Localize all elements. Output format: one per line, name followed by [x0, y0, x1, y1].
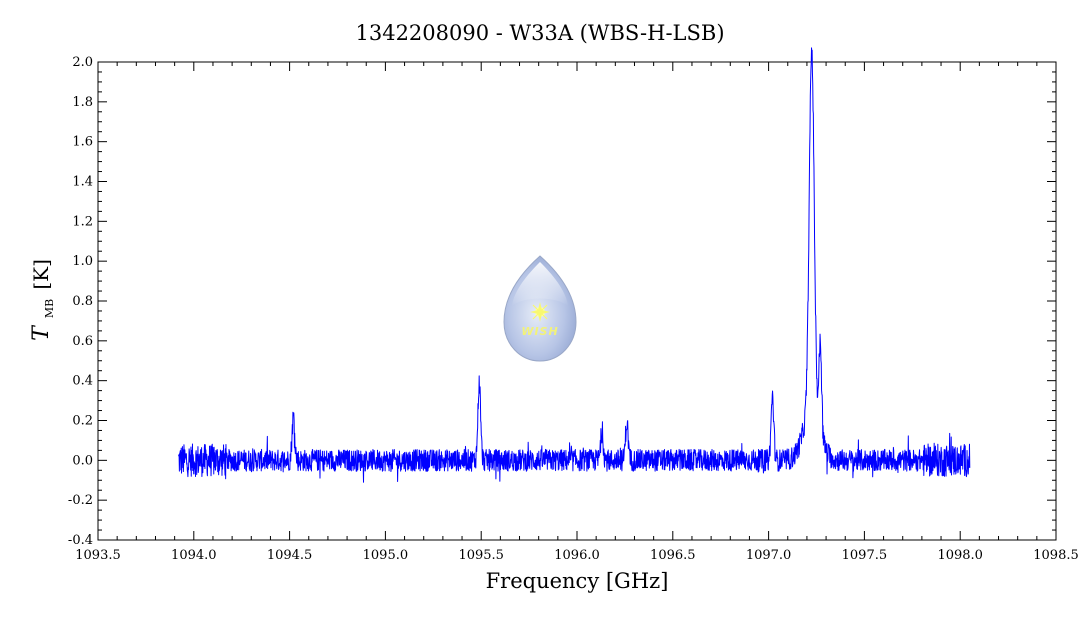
x-tick-label: 1095.0	[363, 548, 409, 563]
y-tick-label: 1.6	[72, 135, 93, 150]
y-tick-label: 2.0	[72, 55, 93, 70]
x-tick-label: 1095.5	[458, 548, 504, 563]
y-tick-label: 0.2	[72, 414, 93, 429]
y-tick-label: 1.0	[72, 254, 93, 269]
logo-text: WISH	[521, 325, 558, 338]
x-tick-label: 1097.0	[746, 548, 792, 563]
x-tick-label: 1094.0	[171, 548, 217, 563]
x-tick-label: 1096.5	[650, 548, 696, 563]
series-group	[178, 47, 971, 483]
x-tick-label: 1098.0	[937, 548, 983, 563]
x-axis-label: Frequency [GHz]	[486, 569, 669, 593]
y-tick-label: 0.6	[72, 334, 93, 349]
y-tick-label: 1.4	[72, 175, 93, 190]
y-axis-label-unit: [K]	[29, 259, 53, 290]
y-tick-label: 0.0	[72, 453, 93, 468]
plot-frame	[97, 61, 1057, 541]
x-tick-label: 1094.5	[267, 548, 313, 563]
x-tick-label: 1098.5	[1033, 548, 1079, 563]
chart-title: 1342208090 - W33A (WBS-H-LSB)	[355, 21, 724, 45]
svg-text:T MB [K]: T MB [K]	[29, 259, 57, 341]
wish-logo: WISH	[503, 255, 577, 362]
y-axis-label: T MB [K]	[29, 259, 57, 341]
x-tick-label: 1093.5	[75, 548, 121, 563]
y-axis-ticks	[98, 61, 1056, 541]
y-tick-label: 1.2	[72, 214, 93, 229]
y-tick-label: 1.8	[72, 95, 93, 110]
y-axis-label-symbol: T	[29, 324, 54, 341]
y-tick-label: 0.4	[72, 374, 93, 389]
star-icon	[530, 302, 550, 322]
y-tick-label: 0.8	[72, 294, 93, 309]
y-tick-label: -0.4	[68, 533, 93, 548]
x-axis-ticks	[97, 62, 1057, 540]
x-tick-label: 1096.0	[554, 548, 600, 563]
y-tick-label: -0.2	[68, 493, 93, 508]
y-axis-tick-labels: -0.4 -0.2 0.0 0.2 0.4 0.6 0.8 1.0 1.2 1.4 1.6 1.8 2.…	[68, 55, 93, 548]
x-axis-tick-labels: 1093.5 1094.0 1094.5 1095.0 1095.5 1096.0 1096…	[75, 548, 1079, 563]
series-line	[178, 47, 971, 483]
x-tick-label: 1097.5	[842, 548, 888, 563]
y-axis-label-subscript: MB	[43, 299, 56, 318]
